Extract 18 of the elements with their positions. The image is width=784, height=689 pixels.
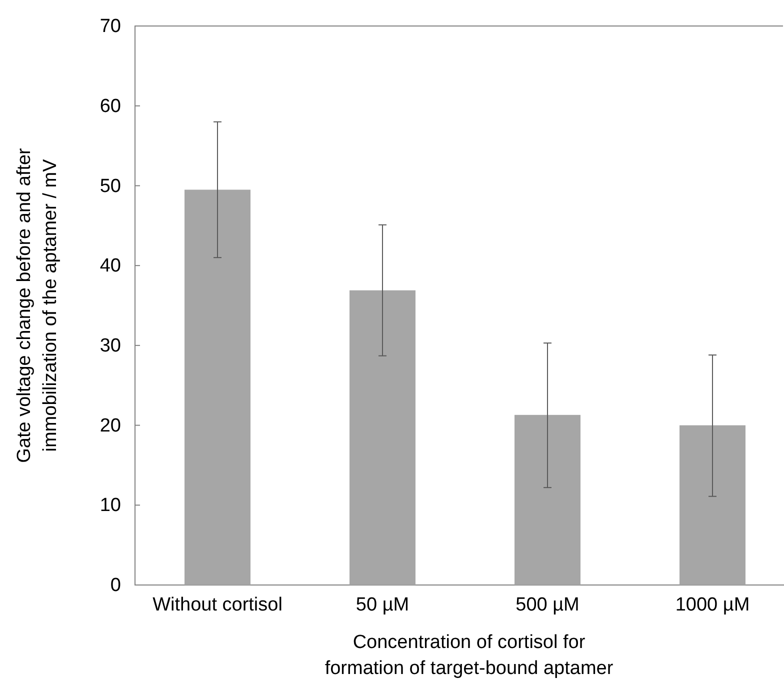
y-tick-label: 70 [100,16,121,38]
x-tick-label: 1000 µM [675,594,750,616]
y-tick-label: 60 [100,96,121,117]
bar [680,425,746,585]
x-tick-label: Without cortisol [152,594,282,616]
x-axis-title: Concentration of cortisol for formation of target-bound aptamer [324,632,614,679]
bar [350,290,416,585]
x-tick-label: 500 µM [516,594,580,616]
y-tick-label: 10 [100,495,121,516]
y-tick-label: 40 [100,256,121,277]
y-tick-label: 0 [110,575,121,596]
y-tick-label: 50 [100,176,121,197]
bar [184,190,250,585]
y-tick-label: 20 [100,415,121,436]
x-tick-label: 50 µM [356,594,410,616]
y-tick-label: 30 [100,336,121,357]
y-axis-title: Gate voltage change before and after immobilization of the aptamer / mV [14,147,61,463]
bar [514,414,580,585]
